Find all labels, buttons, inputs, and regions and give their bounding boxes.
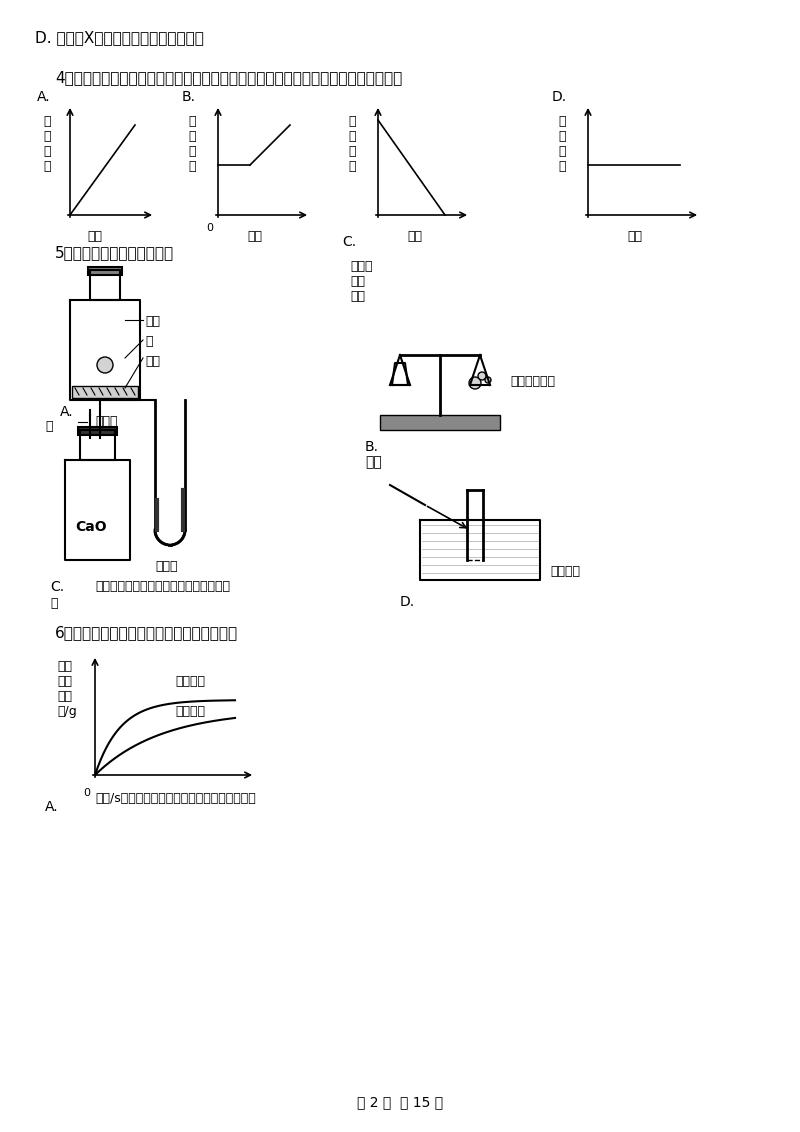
Text: 时间: 时间	[627, 230, 642, 243]
Text: 时间: 时间	[407, 230, 422, 243]
Text: 5．下列实验设计不正确的是: 5．下列实验设计不正确的是	[55, 245, 174, 260]
Text: 4．红磷在密闭容器（含有空气）内燃烧，容器内有关的量随时间变化的图像正确的是: 4．红磷在密闭容器（含有空气）内燃烧，容器内有关的量随时间变化的图像正确的是	[55, 70, 402, 85]
Text: 0: 0	[83, 788, 90, 798]
Text: C.: C.	[50, 580, 64, 594]
Text: 氧气: 氧气	[145, 315, 160, 328]
Bar	[72, 386, 138, 398]
Text: 溶液: 溶液	[350, 275, 365, 288]
Text: 原
子
个
数: 原 子 个 数	[348, 115, 355, 173]
Circle shape	[97, 357, 113, 374]
Text: CaO: CaO	[75, 520, 106, 534]
Text: 化: 化	[50, 597, 58, 610]
Text: 时间: 时间	[87, 230, 102, 243]
Circle shape	[478, 372, 486, 380]
Text: 时间: 时间	[247, 230, 262, 243]
Text: A.: A.	[60, 405, 74, 419]
Bar	[78, 427, 117, 435]
Text: 原
子
种
类: 原 子 种 类	[43, 115, 50, 173]
Text: 水: 水	[45, 420, 53, 434]
Circle shape	[469, 377, 481, 389]
Text: （装置气密性良好）验证化学反应能量变: （装置气密性良好）验证化学反应能量变	[95, 580, 230, 593]
Text: 6．下列图像能正确反映对应的变化关系的是: 6．下列图像能正确反映对应的变化关系的是	[55, 625, 238, 640]
Text: 硫燃烧: 硫燃烧	[95, 415, 118, 428]
Text: D.: D.	[400, 595, 415, 609]
Text: 无催化剂: 无催化剂	[175, 705, 205, 718]
Text: 第 2 页  共 15 页: 第 2 页 共 15 页	[357, 1095, 443, 1109]
Text: 收集氧气: 收集氧气	[550, 565, 580, 578]
Text: 0: 0	[206, 223, 214, 233]
Text: 生成
氧气
的质
量/g: 生成 氧气 的质 量/g	[57, 660, 77, 718]
Text: B.: B.	[365, 440, 379, 454]
Text: 硫酸铜: 硫酸铜	[350, 260, 373, 273]
Text: 时间/s用等质量、等浓度的过氧化氢溶液制氧气: 时间/s用等质量、等浓度的过氧化氢溶液制氧气	[95, 792, 256, 805]
Text: B.: B.	[182, 91, 196, 104]
Text: D. 未知物X中一定含有碳氢氧三种元素: D. 未知物X中一定含有碳氢氧三种元素	[35, 31, 204, 45]
Text: 硫: 硫	[145, 335, 153, 348]
Text: 有催化剂: 有催化剂	[175, 675, 205, 688]
Text: 定律: 定律	[365, 455, 382, 469]
Text: 红墨水: 红墨水	[155, 560, 178, 573]
Bar	[88, 267, 122, 275]
Text: 元
素
种
类: 元 素 种 类	[558, 115, 566, 173]
Text: A.: A.	[37, 91, 50, 104]
Text: C.: C.	[342, 235, 356, 249]
Text: 铁钉: 铁钉	[350, 290, 365, 303]
Text: 物
质
质
量: 物 质 质 量	[188, 115, 195, 173]
Circle shape	[485, 377, 491, 383]
Text: D.: D.	[552, 91, 567, 104]
Bar	[380, 415, 500, 430]
Text: A.: A.	[45, 800, 58, 814]
Text: 验证质量守恒: 验证质量守恒	[510, 375, 555, 388]
Text: 细沙: 细沙	[145, 355, 160, 368]
